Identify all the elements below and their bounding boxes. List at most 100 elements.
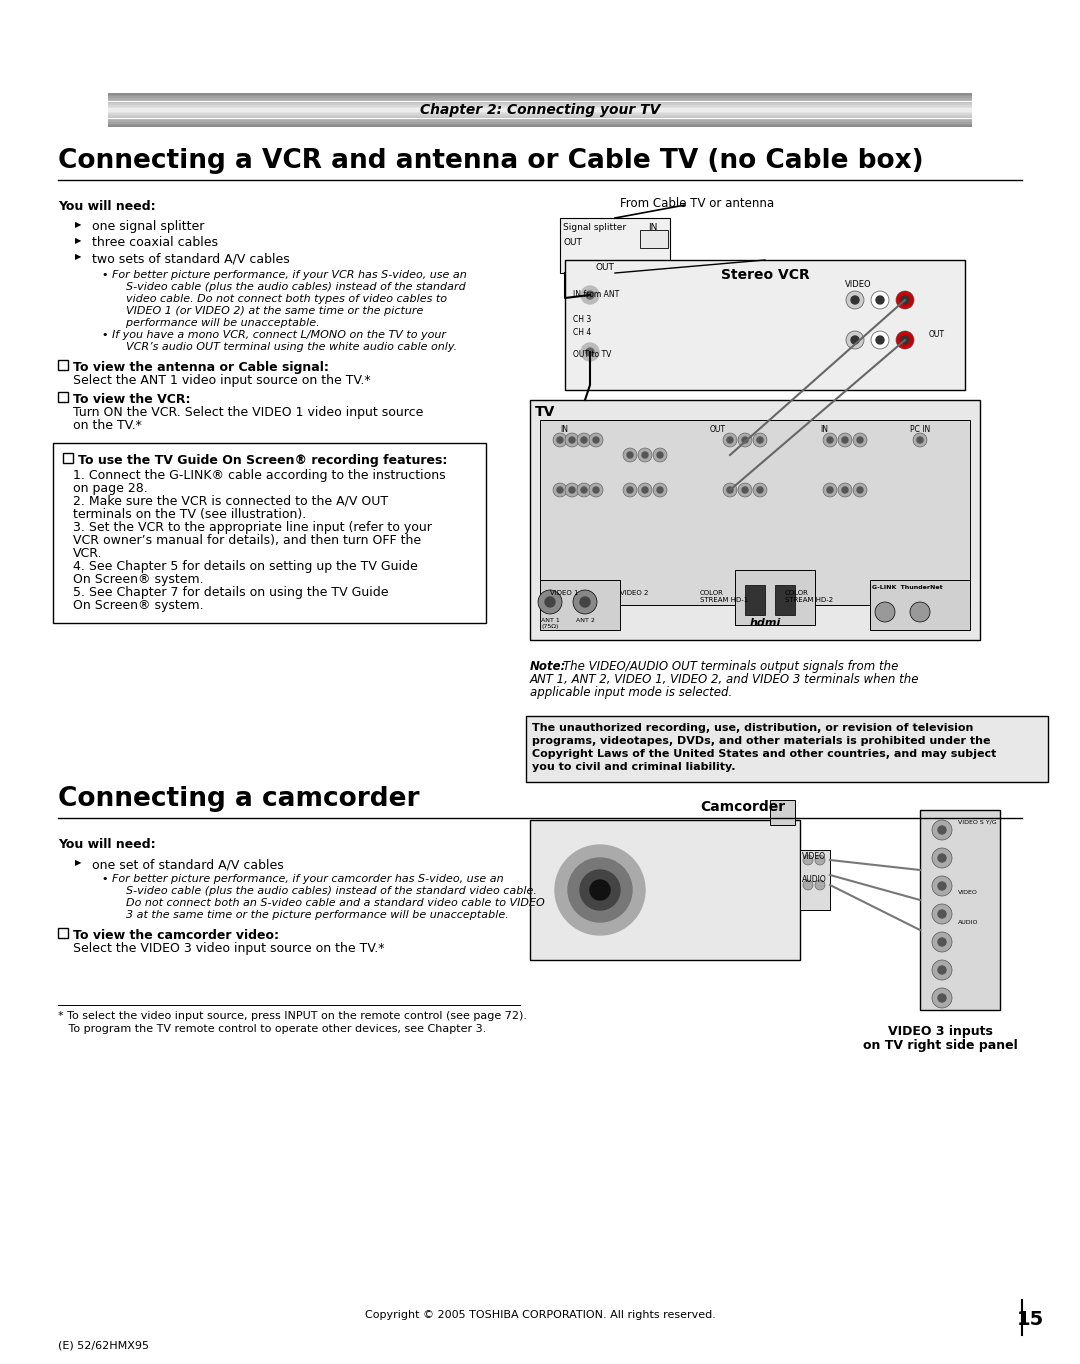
Circle shape <box>917 436 923 443</box>
Circle shape <box>858 487 863 492</box>
Bar <box>108 104 972 105</box>
Circle shape <box>623 447 637 462</box>
Text: (E) 52/62HMX95: (E) 52/62HMX95 <box>58 1339 149 1350</box>
Text: one set of standard A/V cables: one set of standard A/V cables <box>92 858 284 872</box>
Circle shape <box>753 483 767 496</box>
Text: IN: IN <box>561 426 568 434</box>
Circle shape <box>553 432 567 447</box>
Text: video cable. Do not connect both types of video cables to: video cable. Do not connect both types o… <box>112 295 447 304</box>
Circle shape <box>642 451 648 458</box>
Circle shape <box>586 348 594 356</box>
Bar <box>530 820 800 960</box>
Text: VIDEO S Y/G: VIDEO S Y/G <box>958 820 997 825</box>
Text: OUT: OUT <box>929 330 945 340</box>
Bar <box>735 570 815 625</box>
Circle shape <box>932 848 951 868</box>
Circle shape <box>853 432 867 447</box>
Text: CH 3: CH 3 <box>573 315 591 325</box>
Text: Chapter 2: Connecting your TV: Chapter 2: Connecting your TV <box>420 104 660 117</box>
Text: IN from ANT: IN from ANT <box>573 291 619 299</box>
Circle shape <box>581 436 588 443</box>
Circle shape <box>589 483 603 496</box>
Text: 15: 15 <box>1016 1309 1043 1329</box>
Circle shape <box>823 483 837 496</box>
Bar <box>108 110 972 112</box>
Text: VIDEO: VIDEO <box>958 889 977 895</box>
Text: The unauthorized recording, use, distribution, or revision of television: The unauthorized recording, use, distrib… <box>532 723 973 732</box>
Text: you to civil and criminal liability.: you to civil and criminal liability. <box>532 762 735 772</box>
Bar <box>108 98 972 100</box>
Bar <box>108 101 972 104</box>
Text: IN: IN <box>820 426 828 434</box>
Text: VIDEO 3 inputs: VIDEO 3 inputs <box>888 1024 993 1038</box>
Circle shape <box>742 487 748 492</box>
Circle shape <box>842 436 848 443</box>
Text: * To select the video input source, press INPUT on the remote control (see page : * To select the video input source, pres… <box>58 1011 527 1022</box>
Circle shape <box>623 483 637 496</box>
Circle shape <box>901 296 909 304</box>
Circle shape <box>932 820 951 840</box>
Text: Copyright Laws of the United States and other countries, and may subject: Copyright Laws of the United States and … <box>532 749 997 758</box>
Bar <box>108 125 972 127</box>
Circle shape <box>932 932 951 952</box>
Circle shape <box>939 938 946 947</box>
Circle shape <box>589 432 603 447</box>
Circle shape <box>569 436 575 443</box>
Text: VIDEO: VIDEO <box>845 280 872 289</box>
Circle shape <box>723 483 737 496</box>
Text: two sets of standard A/V cables: two sets of standard A/V cables <box>92 252 289 265</box>
Text: VCR.: VCR. <box>73 547 103 561</box>
Text: programs, videotapes, DVDs, and other materials is prohibited under the: programs, videotapes, DVDs, and other ma… <box>532 737 990 746</box>
Text: ANT 2: ANT 2 <box>576 618 594 623</box>
Text: To view the antenna or Cable signal:: To view the antenna or Cable signal: <box>73 361 329 374</box>
Circle shape <box>593 487 599 492</box>
Circle shape <box>593 436 599 443</box>
Text: Connecting a camcorder: Connecting a camcorder <box>58 786 419 812</box>
Text: OUT to TV: OUT to TV <box>573 351 611 359</box>
Text: OUT: OUT <box>710 426 726 434</box>
Circle shape <box>642 487 648 492</box>
Text: one signal splitter: one signal splitter <box>92 220 204 233</box>
Text: To program the TV remote control to operate other devices, see Chapter 3.: To program the TV remote control to oper… <box>58 1024 486 1034</box>
Bar <box>108 112 972 113</box>
Text: VIDEO 1 (or VIDEO 2) at the same time or the picture: VIDEO 1 (or VIDEO 2) at the same time or… <box>112 306 423 316</box>
Text: To view the VCR:: To view the VCR: <box>73 393 190 406</box>
Bar <box>800 850 831 910</box>
Circle shape <box>653 483 667 496</box>
Circle shape <box>580 870 620 910</box>
Text: ▶: ▶ <box>75 236 81 246</box>
Text: CH 4: CH 4 <box>573 327 591 337</box>
Bar <box>108 121 972 124</box>
Circle shape <box>557 436 563 443</box>
Text: 4. See Chapter 5 for details on setting up the TV Guide: 4. See Chapter 5 for details on setting … <box>73 561 418 573</box>
Circle shape <box>653 447 667 462</box>
Circle shape <box>932 904 951 923</box>
Text: Copyright © 2005 TOSHIBA CORPORATION. All rights reserved.: Copyright © 2005 TOSHIBA CORPORATION. Al… <box>365 1309 715 1320</box>
Bar <box>561 218 670 273</box>
Circle shape <box>939 883 946 889</box>
Circle shape <box>896 331 914 349</box>
Bar <box>108 106 972 108</box>
Text: To use the TV Guide On Screen® recording features:: To use the TV Guide On Screen® recording… <box>78 454 447 466</box>
Circle shape <box>581 487 588 492</box>
Circle shape <box>565 432 579 447</box>
Text: S-video cable (plus the audio cables) instead of the standard: S-video cable (plus the audio cables) in… <box>112 282 465 292</box>
Circle shape <box>939 827 946 833</box>
Circle shape <box>815 880 825 889</box>
Circle shape <box>851 296 859 304</box>
Text: Camcorder: Camcorder <box>700 801 785 814</box>
Text: For better picture performance, if your VCR has S-video, use an: For better picture performance, if your … <box>112 270 467 280</box>
Text: ANT 1, ANT 2, VIDEO 1, VIDEO 2, and VIDEO 3 terminals when the: ANT 1, ANT 2, VIDEO 1, VIDEO 2, and VIDE… <box>530 672 919 686</box>
Text: ▶: ▶ <box>75 858 81 868</box>
Circle shape <box>538 591 562 614</box>
Text: TV: TV <box>535 405 555 419</box>
Circle shape <box>581 342 599 361</box>
Text: VCR owner’s manual for details), and then turn OFF the: VCR owner’s manual for details), and the… <box>73 533 421 547</box>
Circle shape <box>815 855 825 865</box>
Text: ▶: ▶ <box>75 252 81 261</box>
Circle shape <box>838 432 852 447</box>
Circle shape <box>939 910 946 918</box>
Circle shape <box>565 483 579 496</box>
Circle shape <box>638 483 652 496</box>
Text: Stereo VCR: Stereo VCR <box>720 267 809 282</box>
